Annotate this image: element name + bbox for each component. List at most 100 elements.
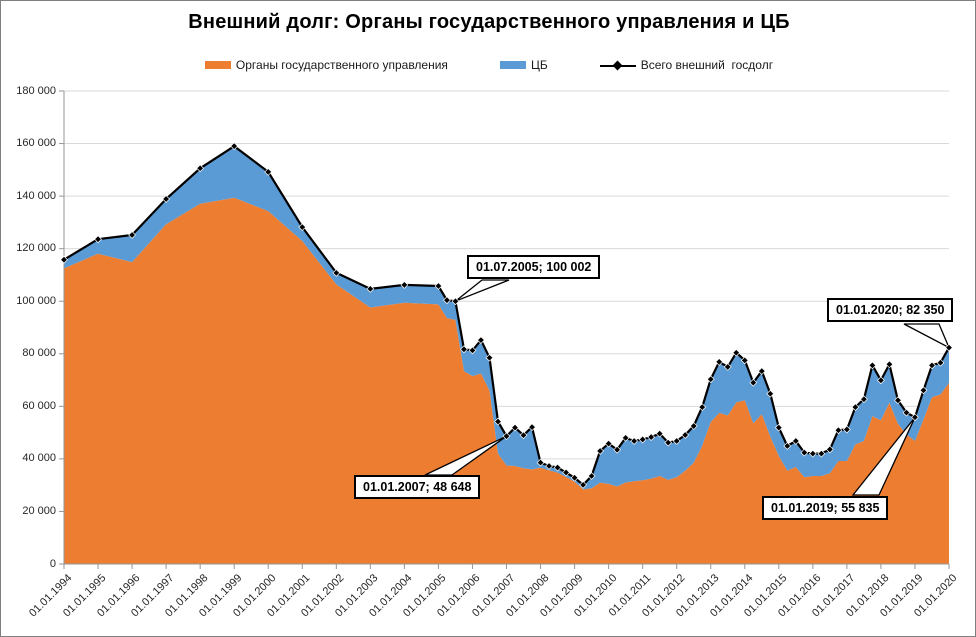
total-point-marker xyxy=(528,423,536,431)
total-point-marker xyxy=(698,403,707,412)
total-point-marker xyxy=(621,433,630,442)
callout-2019: 01.01.2019; 55 835 xyxy=(762,496,889,520)
total-point-marker xyxy=(936,358,945,367)
total-point-marker xyxy=(60,255,68,264)
total-point-marker xyxy=(443,296,451,305)
y-tick-label: 180 000 xyxy=(16,84,56,97)
total-point-marker xyxy=(230,142,239,151)
total-point-marker xyxy=(638,435,647,444)
total-point-marker xyxy=(817,449,826,458)
total-point-marker xyxy=(842,425,851,434)
total-point-marker xyxy=(715,358,724,366)
total-point-marker xyxy=(655,429,664,438)
total-point-marker xyxy=(834,426,843,435)
y-tick-label: 80 000 xyxy=(22,347,56,360)
legend-item-government: Органы государственного управления xyxy=(204,58,448,72)
total-point-marker xyxy=(672,437,681,445)
total-point-marker xyxy=(740,356,749,365)
total-point-marker xyxy=(196,164,205,173)
total-point-marker xyxy=(706,375,715,384)
total-point-marker xyxy=(128,231,136,239)
total-point-marker xyxy=(94,235,102,244)
total-point-marker xyxy=(851,403,860,412)
callout-leader xyxy=(851,416,916,496)
total-point-marker xyxy=(919,386,928,395)
government-area-series xyxy=(64,197,949,564)
y-tick-label: 0 xyxy=(49,557,56,570)
total-point-marker xyxy=(298,223,307,232)
central-bank-area-series xyxy=(64,146,949,490)
total-point-marker xyxy=(945,343,953,352)
total-point-marker xyxy=(877,376,885,385)
total-point-marker xyxy=(928,361,936,370)
legend-label-central-bank: ЦБ xyxy=(530,58,548,72)
legend-label-total: Всего внешний госдолг xyxy=(640,58,774,72)
total-point-marker xyxy=(723,363,732,371)
total-point-marker xyxy=(494,417,502,426)
callout-2007: 01.01.2007; 48 648 xyxy=(354,475,481,499)
total-point-marker xyxy=(774,423,783,432)
total-point-marker xyxy=(791,437,800,445)
total-point-marker xyxy=(613,445,622,454)
total-point-marker xyxy=(647,433,656,441)
total-point-marker xyxy=(894,396,902,405)
total-point-marker xyxy=(366,284,375,293)
callout-leader xyxy=(454,279,510,302)
total-point-marker xyxy=(783,442,792,450)
callout-leader xyxy=(903,323,951,350)
y-tick-label: 160 000 xyxy=(16,137,56,150)
legend-item-central-bank: ЦБ xyxy=(499,58,548,72)
total-point-marker xyxy=(332,268,341,277)
total-line-diamond-icon xyxy=(599,60,636,70)
central-bank-area-swatch-icon xyxy=(499,61,526,69)
total-point-marker xyxy=(545,462,553,470)
y-tick-label: 120 000 xyxy=(16,242,56,255)
total-point-marker xyxy=(400,281,409,289)
total-point-marker xyxy=(604,439,613,448)
total-point-marker xyxy=(681,431,690,439)
total-point-marker xyxy=(162,195,171,203)
y-tick-label: 20 000 xyxy=(22,504,56,517)
total-point-marker xyxy=(766,389,775,398)
total-point-marker xyxy=(434,282,443,290)
total-point-marker xyxy=(485,353,494,362)
callout-2005: 01.07.2005; 100 002 xyxy=(467,255,601,279)
total-point-marker xyxy=(536,458,545,467)
chart-title: Внешний долг: Органы государственного уп… xyxy=(188,11,790,33)
total-point-marker xyxy=(902,408,911,417)
total-point-marker xyxy=(596,447,605,455)
total-point-marker xyxy=(477,336,485,345)
total-point-marker xyxy=(689,422,698,430)
total-point-marker xyxy=(630,437,639,445)
total-point-marker xyxy=(749,378,758,387)
callout-2020: 01.01.2020; 82 350 xyxy=(827,298,954,322)
total-point-marker xyxy=(664,438,673,447)
legend: Органы государственного управления ЦБ Вс… xyxy=(1,56,975,74)
total-point-marker xyxy=(460,345,468,354)
y-tick-label: 60 000 xyxy=(22,399,56,412)
legend-label-government: Органы государственного управления xyxy=(235,58,448,72)
total-point-marker xyxy=(553,463,562,472)
total-point-marker xyxy=(885,360,894,369)
total-point-marker xyxy=(570,473,579,482)
total-point-marker xyxy=(451,297,460,306)
total-point-marker xyxy=(502,432,511,441)
y-tick-label: 40 000 xyxy=(22,452,56,465)
total-point-marker xyxy=(911,413,919,422)
total-point-marker xyxy=(579,481,587,489)
y-tick-label: 140 000 xyxy=(16,189,56,202)
total-point-marker xyxy=(808,449,817,458)
total-point-marker xyxy=(587,472,596,480)
government-area-swatch-icon xyxy=(204,61,231,69)
total-point-marker xyxy=(868,361,877,370)
total-point-marker xyxy=(732,348,741,357)
total-point-marker xyxy=(562,468,570,477)
total-point-marker xyxy=(860,395,868,404)
total-point-marker xyxy=(468,346,477,355)
total-point-marker xyxy=(264,168,273,176)
y-tick-label: 100 000 xyxy=(16,294,56,307)
total-point-marker xyxy=(800,448,809,457)
total-point-marker xyxy=(519,431,528,440)
